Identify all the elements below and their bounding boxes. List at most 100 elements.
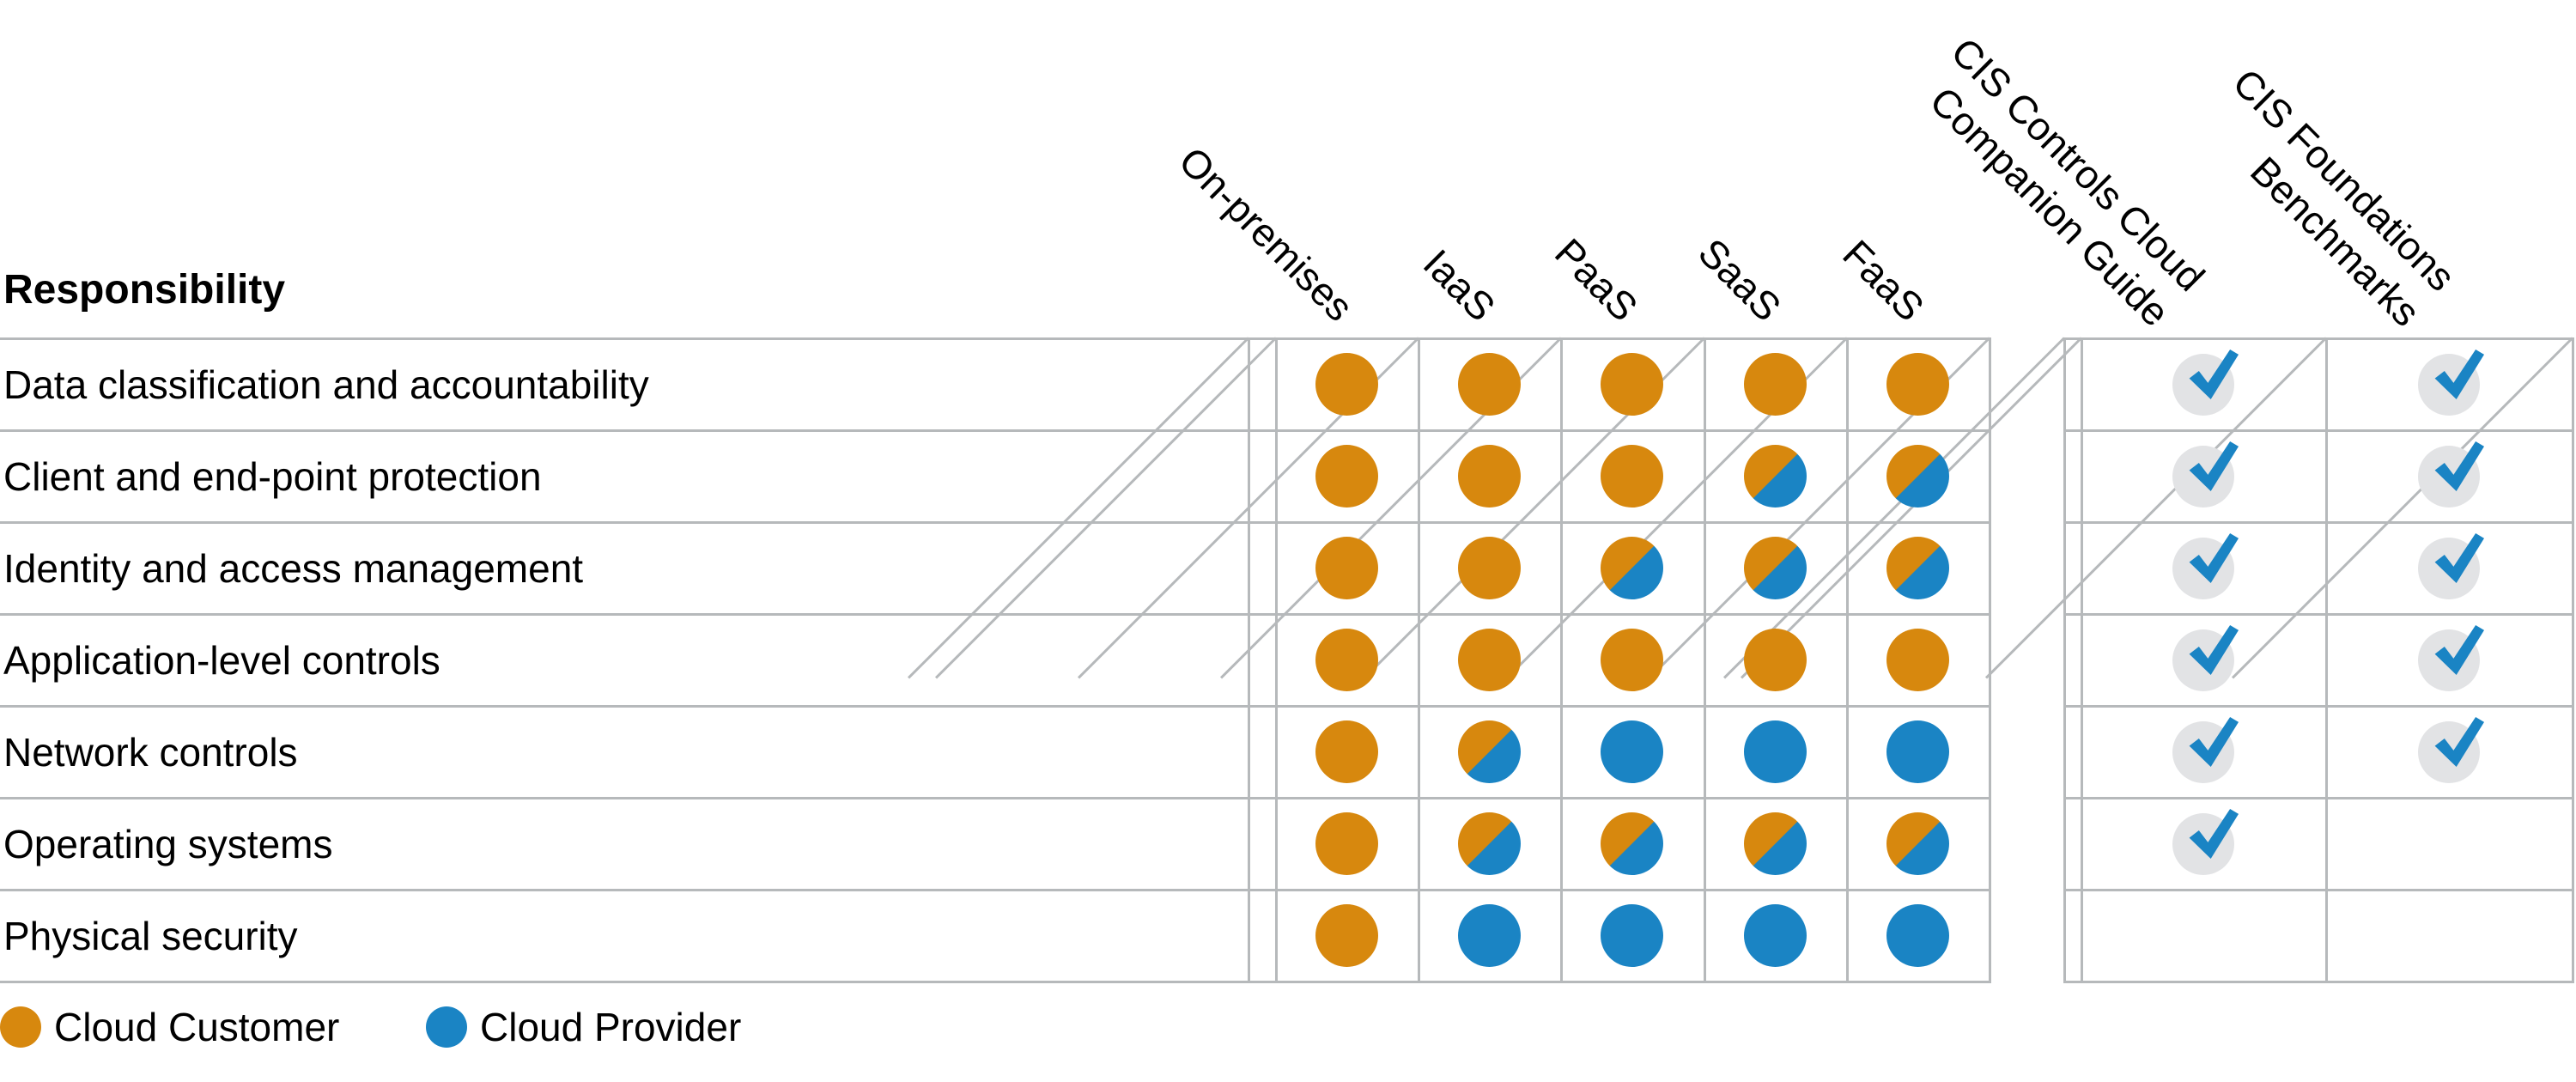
provider-circle-icon [1601,904,1663,967]
v-grid-line [2325,338,2328,983]
cell-faas [1846,706,1989,798]
shared-circle-icon [1601,537,1663,599]
check-icon [2189,716,2239,767]
h-grid-line [0,429,1991,432]
check-icon [2189,349,2239,399]
shared-circle-icon [1601,812,1663,875]
row-label: Operating systems [3,821,333,866]
check-icon [2189,441,2239,491]
v-grid-line [1846,338,1849,983]
provider-circle-icon [1601,720,1663,783]
column-header-iaas: IaaS [1415,240,1504,330]
h-grid-line [0,613,1991,616]
v-grid-line [1989,338,1991,983]
customer-circle-icon [1457,629,1521,691]
check-icon [2434,349,2484,399]
cell-cis_foundations [2325,798,2572,890]
h-grid-line [0,705,1991,708]
cell-faas [1846,798,1989,890]
cell-on_premises [1275,338,1418,430]
diagonal-line [907,337,1250,679]
cell-faas [1846,890,1989,982]
checkmark [2417,716,2484,783]
cell-faas [1846,522,1989,614]
shared-circle-icon [1886,537,1949,599]
customer-circle-icon [1743,629,1807,691]
cell-paas [1560,338,1704,430]
customer-circle-icon [1457,445,1521,508]
cell-cis_foundations [2325,706,2572,798]
customer-circle-icon [1457,353,1521,416]
shared-circle-icon [1743,537,1807,599]
column-header-saas: SaaS [1690,229,1790,330]
check-icon [2189,532,2239,583]
cell-cis_foundations [2325,890,2572,982]
provider-circle-icon [1457,904,1521,967]
cell-cis_controls [2081,614,2325,706]
h-grid-line [2063,981,2574,983]
cell-saas [1704,706,1846,798]
provider-circle-icon [1886,904,1949,967]
column-header-cis_controls: CIS Controls Cloud Companion Guide [1921,28,2214,335]
v-grid-line [1704,338,1706,983]
checkmark [2417,624,2484,691]
cell-iaas [1418,798,1560,890]
page-title: Responsibility [3,267,286,313]
legend-item-cloud-customer: Cloud Customer [0,1006,339,1048]
cell-cis_controls [2081,798,2325,890]
shared-circle-icon [1457,720,1521,783]
column-header-faas: FaaS [1834,231,1933,330]
checkmark [2417,532,2484,599]
customer-circle-icon [1457,537,1521,599]
h-grid-line [2063,613,2574,616]
shared-circle-icon [1886,445,1949,508]
checkmark [2172,532,2239,599]
shared-circle-icon [1886,812,1949,875]
cell-on_premises [1275,522,1418,614]
v-grid-line [2063,338,2066,983]
cell-cis_controls [2081,890,2325,982]
cell-saas [1704,614,1846,706]
cell-saas [1704,890,1846,982]
cell-on_premises [1275,706,1418,798]
check-icon [2434,441,2484,491]
v-grid-line [1248,338,1250,983]
check-icon [2189,624,2239,675]
customer-circle-icon [1315,629,1378,691]
column-header-on_premises: On-premises [1170,137,1362,330]
v-grid-line [1418,338,1420,983]
cell-paas [1560,522,1704,614]
checkmark [2172,808,2239,875]
checkmark [2172,441,2239,508]
h-grid-line [2063,797,2574,799]
cell-iaas [1418,890,1560,982]
cell-saas [1704,430,1846,522]
cell-cis_foundations [2325,338,2572,430]
cell-cis_foundations [2325,522,2572,614]
cell-paas [1560,890,1704,982]
cell-on_premises [1275,614,1418,706]
cell-saas [1704,338,1846,430]
check-icon [2434,624,2484,675]
legend-label-cloud-customer: Cloud Customer [54,1005,340,1049]
h-grid-line [0,521,1991,524]
cell-saas [1704,798,1846,890]
customer-circle-icon [1315,720,1378,783]
cell-paas [1560,614,1704,706]
check-icon [2189,808,2239,859]
cell-iaas [1418,522,1560,614]
row-label: Application-level controls [3,637,440,683]
v-grid-line [1560,338,1563,983]
cell-faas [1846,338,1989,430]
customer-circle-icon [1315,445,1378,508]
provider-circle-icon [1743,904,1807,967]
cell-faas [1846,430,1989,522]
h-grid-line [2063,521,2574,524]
checkmark [2172,349,2239,416]
cell-iaas [1418,614,1560,706]
v-grid-line [2081,338,2083,983]
cell-on_premises [1275,890,1418,982]
shared-circle-icon [1743,445,1807,508]
cell-cis_controls [2081,338,2325,430]
customer-circle-icon [1315,537,1378,599]
